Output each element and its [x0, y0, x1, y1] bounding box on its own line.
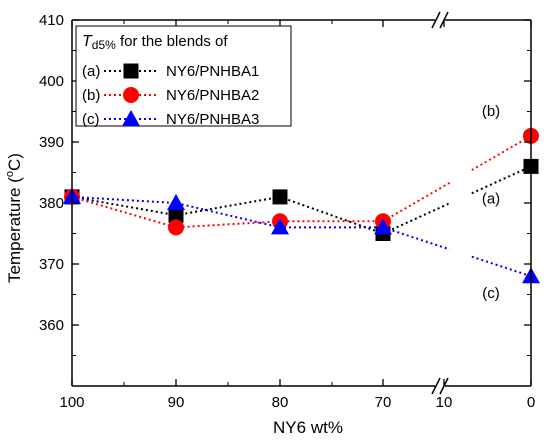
data-point — [272, 189, 288, 205]
break-mark — [431, 377, 441, 395]
series-layer — [63, 127, 540, 284]
x-tick-label: 10 — [436, 394, 453, 411]
y-tick-label: 380 — [39, 195, 64, 212]
y-tick-label: 370 — [39, 256, 64, 273]
series-annotation: (b) — [482, 103, 500, 120]
series-line-break — [382, 226, 450, 251]
series-annotations: (a) (b) (c) — [482, 103, 500, 302]
legend-entry: (c) NY6/PNHBA3 — [82, 110, 259, 128]
series-line — [71, 195, 383, 229]
x-tick-label: 90 — [168, 394, 185, 411]
legend-tag: (c) — [82, 111, 100, 128]
series-line-break — [471, 255, 532, 278]
legend-label: NY6/PNHBA1 — [166, 63, 259, 80]
series-3 — [63, 187, 540, 284]
series-1 — [64, 158, 539, 241]
series-2 — [64, 127, 539, 236]
series-line — [71, 195, 383, 229]
y-axis-label: Temperature (oC) — [4, 153, 24, 283]
y-tick-label: 390 — [39, 134, 64, 151]
data-point — [271, 218, 289, 235]
series-line-break — [382, 182, 451, 223]
y-tick-label: 400 — [39, 73, 64, 90]
data-point — [167, 194, 185, 210]
legend: Td5% for the blends of (a) NY6/PNHBA1 (b) N… — [75, 25, 292, 128]
legend-marker — [123, 63, 139, 79]
series-line-break — [471, 135, 532, 171]
legend-tag: (b) — [82, 87, 100, 104]
legend-label: NY6/PNHBA3 — [166, 111, 259, 128]
legend-box — [75, 25, 292, 127]
legend-entry: (b) NY6/PNHBA2 — [82, 87, 259, 104]
x-tick-label: 80 — [272, 394, 289, 411]
series-line-break — [382, 202, 451, 235]
axis-break — [431, 11, 449, 395]
y-tick-label: 410 — [39, 12, 64, 29]
break-mark — [431, 11, 441, 29]
x-tick-label: 100 — [59, 394, 84, 411]
data-point — [168, 207, 184, 223]
series-line-break — [471, 165, 532, 195]
legend-marker — [122, 110, 140, 126]
data-point — [168, 219, 184, 236]
legend-tag: (a) — [82, 63, 100, 80]
x-tick-label: 0 — [527, 394, 535, 411]
y-tick-label: 360 — [39, 317, 64, 334]
legend-marker — [123, 87, 139, 103]
legend-title: Td5% for the blends of — [82, 33, 228, 52]
series-line — [71, 195, 384, 235]
series-annotation: (c) — [482, 285, 500, 302]
x-axis-label: NY6 wt% — [273, 418, 343, 437]
data-point — [374, 218, 392, 235]
legend-entry: (a) NY6/PNHBA1 — [82, 63, 259, 80]
series-annotation: (a) — [482, 190, 500, 207]
x-tick-label: 70 — [375, 394, 392, 411]
legend-label: NY6/PNHBA2 — [166, 87, 259, 104]
